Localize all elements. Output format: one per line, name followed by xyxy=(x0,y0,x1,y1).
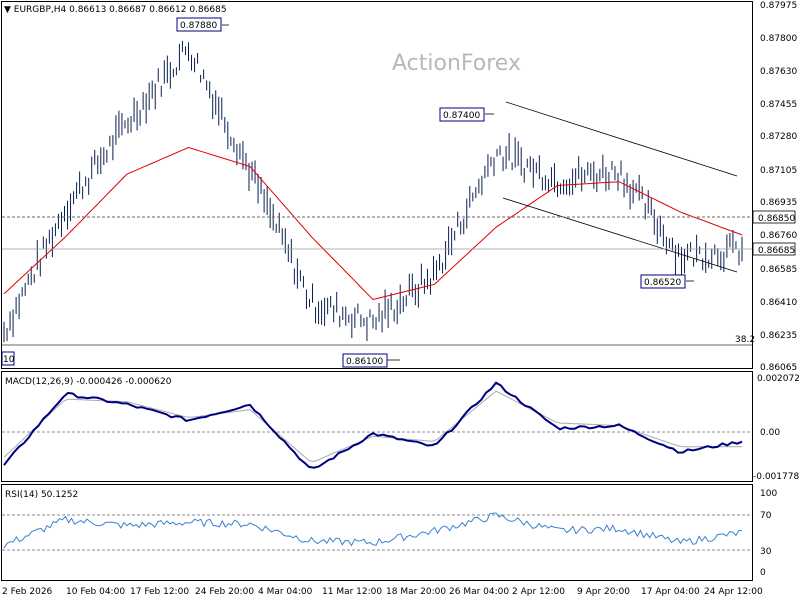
left-edge-annotation: 10 xyxy=(1,351,15,366)
y-tick: 0.87630 xyxy=(760,67,797,77)
macd-main-line xyxy=(3,381,743,469)
x-tick: 17 Apr 04:00 xyxy=(641,587,700,597)
x-tick: 10 Feb 04:00 xyxy=(66,587,125,597)
macd-pane xyxy=(1,371,753,482)
main-y-axis: 0.87975 0.87800 0.87630 0.87455 0.87280 … xyxy=(760,1,797,373)
channel-lower-line xyxy=(502,197,738,273)
y-tick: 0.87455 xyxy=(760,100,797,110)
macd-tick: -0.001778 xyxy=(753,472,799,482)
high-annotation-2-text: 0.87400 xyxy=(443,111,480,121)
x-tick: 24 Apr 12:00 xyxy=(704,587,763,597)
y-tick: 0.87975 xyxy=(760,1,797,11)
y-tick: 0.86935 xyxy=(760,198,797,208)
current-price-tag: 0.86685 xyxy=(752,242,796,256)
y-tick: 0.86585 xyxy=(760,265,797,275)
rsi-tick: 70 xyxy=(760,511,772,521)
macd-signal-line xyxy=(3,390,742,463)
channel-upper-line xyxy=(505,101,738,177)
y-tick: 0.87800 xyxy=(760,34,797,44)
high-annotation-1-text: 0.87880 xyxy=(180,21,217,31)
rsi-tick: 100 xyxy=(760,489,777,499)
rsi-line xyxy=(3,512,743,549)
rsi-tick: 0 xyxy=(760,568,766,578)
y-tick: 0.86065 xyxy=(760,363,797,373)
y-tick: 0.87105 xyxy=(760,166,797,176)
x-tick: 17 Feb 12:00 xyxy=(130,587,189,597)
low-annotation-2: 0.86520 xyxy=(640,274,694,289)
left-edge-annotation-text: 10 xyxy=(3,355,15,365)
fib-label: 38.2 xyxy=(735,335,755,345)
low-annotation-2-text: 0.86520 xyxy=(644,278,681,288)
low-annotation-1: 0.86100 xyxy=(342,353,400,368)
y-tick: 0.86235 xyxy=(760,331,797,341)
high-annotation-1: 0.87880 xyxy=(176,17,229,32)
resistance-tag: 0.86850 xyxy=(752,210,795,224)
macd-tick: 0.002072 xyxy=(757,374,800,384)
x-tick: 24 Feb 20:00 xyxy=(195,587,254,597)
x-tick: 4 Mar 04:00 xyxy=(258,587,313,597)
x-tick: 2 Feb 2026 xyxy=(2,587,53,597)
moving-average-line xyxy=(3,146,743,301)
x-tick: 26 Mar 04:00 xyxy=(449,587,509,597)
x-tick: 9 Apr 20:00 xyxy=(577,587,630,597)
current-price-tag-text: 0.86685 xyxy=(758,246,795,256)
x-tick: 2 Apr 12:00 xyxy=(512,587,565,597)
resistance-tag-text: 0.86850 xyxy=(758,214,795,224)
main-pane xyxy=(1,1,753,369)
price-bars xyxy=(3,40,743,343)
high-annotation-2: 0.87400 xyxy=(439,107,494,122)
watermark-text: ActionForex xyxy=(392,51,521,76)
x-tick: 11 Mar 12:00 xyxy=(322,587,382,597)
low-annotation-1-text: 0.86100 xyxy=(346,357,383,367)
x-tick: 18 Mar 20:00 xyxy=(386,587,446,597)
symbol-header: ▼ EURGBP,H4 0.86613 0.86687 0.86612 0.86… xyxy=(4,5,227,15)
y-tick: 0.86410 xyxy=(760,298,797,308)
y-tick: 0.87280 xyxy=(760,132,797,142)
macd-tick: 0.00 xyxy=(760,428,780,438)
y-tick: 0.86760 xyxy=(760,231,797,241)
rsi-tick: 30 xyxy=(760,547,772,557)
x-axis: 2 Feb 2026 10 Feb 04:00 17 Feb 12:00 24 … xyxy=(2,587,763,597)
macd-title: MACD(12,26,9) -0.000426 -0.000620 xyxy=(5,377,172,387)
rsi-title: RSI(14) 50.1252 xyxy=(5,490,78,500)
